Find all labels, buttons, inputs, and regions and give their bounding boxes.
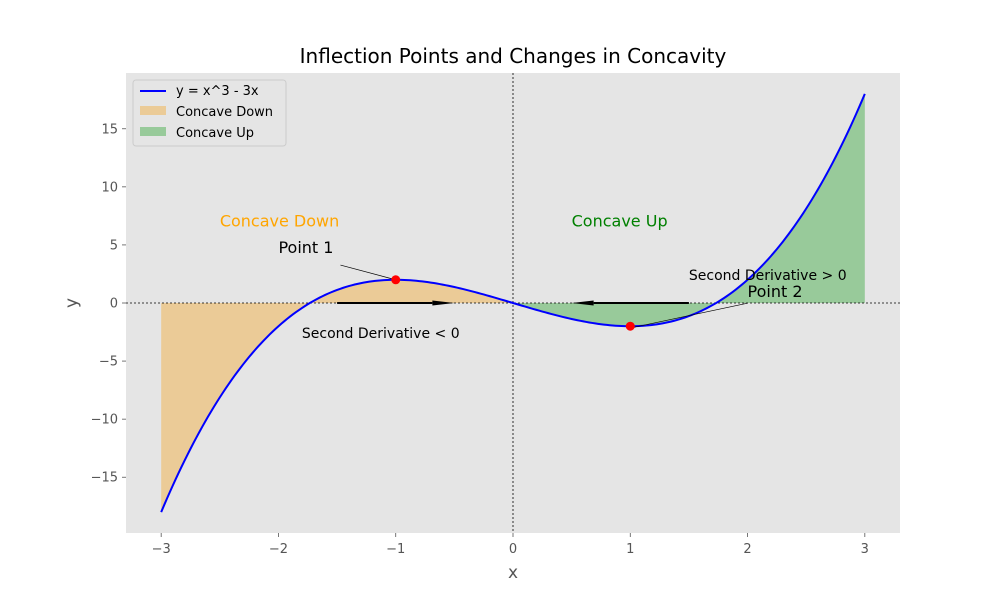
legend-entry-concave-up: Concave Up	[176, 126, 254, 141]
region-label-concave-down: Concave Down	[220, 212, 339, 231]
legend-swatch-concave-down	[140, 106, 166, 115]
x-tick-label: −3	[152, 542, 171, 557]
point-1-label: Point 1	[278, 238, 333, 257]
fill-concave-up	[513, 93, 865, 327]
x-tick-label: 1	[626, 542, 634, 557]
annotation-second-derivative-negative: Second Derivative < 0	[302, 326, 460, 342]
x-axis-label: x	[508, 563, 518, 583]
y-tick-label: −10	[91, 413, 118, 428]
point-2-label: Point 2	[748, 282, 803, 301]
x-tick-label: −2	[269, 542, 288, 557]
y-tick-label: 15	[101, 122, 118, 137]
y-axis-ticks: −15 −10 −5 0 5 10 15	[91, 122, 126, 486]
arrow-head-2	[571, 300, 594, 306]
y-tick-label: 0	[110, 297, 118, 312]
point-1-marker	[391, 275, 401, 285]
arrow-annotations	[337, 300, 689, 306]
curve-layer	[160, 93, 866, 513]
curve-line	[160, 93, 866, 513]
region-label-concave-up: Concave Up	[572, 212, 668, 231]
legend-entry-concave-down: Concave Down	[176, 105, 273, 120]
x-tick-label: −1	[386, 542, 405, 557]
x-tick-label: 3	[861, 542, 869, 557]
legend: y = x^3 - 3x Concave Down Concave Up	[132, 79, 287, 147]
fill-concave-down	[161, 279, 513, 513]
legend-box	[132, 79, 287, 147]
y-axis-label: y	[62, 298, 82, 308]
y-tick-label: 5	[110, 238, 118, 253]
legend-entry-curve: y = x^3 - 3x	[176, 84, 259, 99]
point-1-leader	[340, 264, 392, 280]
concavity-fills	[161, 93, 865, 513]
y-tick-label: −15	[91, 471, 118, 486]
x-tick-label: 2	[743, 542, 751, 557]
point-2-leader	[634, 302, 748, 328]
x-tick-label: 0	[509, 542, 517, 557]
point-2-marker	[625, 321, 635, 331]
legend-swatch-concave-up	[140, 127, 166, 136]
y-tick-label: 10	[101, 180, 118, 195]
inflection-points	[340, 264, 748, 331]
chart-title: Inflection Points and Changes in Concavi…	[300, 44, 727, 68]
x-axis-ticks: −3 −2 −1 0 1 2 3	[152, 533, 869, 557]
y-tick-label: −5	[99, 355, 118, 370]
annotation-second-derivative-positive: Second Derivative > 0	[689, 268, 847, 284]
arrow-head-1	[432, 300, 455, 306]
